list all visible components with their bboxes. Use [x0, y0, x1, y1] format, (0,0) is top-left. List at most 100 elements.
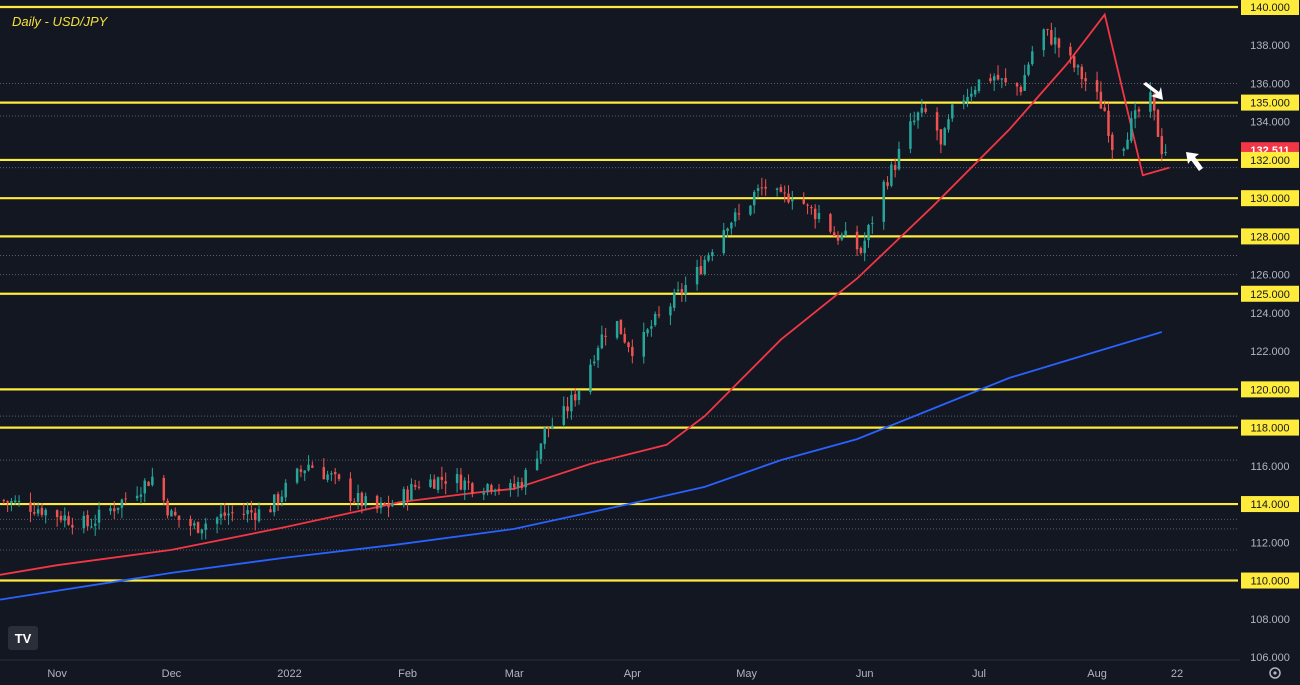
- candle-body[interactable]: [196, 522, 200, 533]
- candle-body[interactable]: [55, 510, 59, 518]
- candle-body[interactable]: [1164, 152, 1167, 154]
- candle-body[interactable]: [1080, 66, 1084, 80]
- candle-body[interactable]: [410, 483, 413, 500]
- candle-body[interactable]: [859, 248, 863, 253]
- candle-body[interactable]: [383, 502, 386, 505]
- candle-body[interactable]: [863, 240, 866, 254]
- candle-body[interactable]: [299, 469, 303, 472]
- candle-body[interactable]: [436, 477, 440, 490]
- candle-body[interactable]: [379, 502, 383, 509]
- candle-body[interactable]: [657, 314, 661, 316]
- candle-body[interactable]: [760, 187, 764, 189]
- candle-body[interactable]: [1111, 134, 1114, 151]
- candle-body[interactable]: [1050, 30, 1053, 45]
- candle-body[interactable]: [631, 346, 634, 357]
- candle-body[interactable]: [113, 508, 116, 512]
- candle-body[interactable]: [2, 500, 6, 502]
- candle-body[interactable]: [539, 443, 543, 460]
- candle-body[interactable]: [810, 207, 813, 209]
- candle-body[interactable]: [943, 128, 946, 146]
- candle-body[interactable]: [162, 477, 166, 501]
- candle-body[interactable]: [1000, 78, 1004, 80]
- candle-body[interactable]: [97, 509, 101, 523]
- candle-body[interactable]: [871, 223, 874, 225]
- candle-body[interactable]: [467, 481, 470, 483]
- settings-gear-icon[interactable]: [1269, 667, 1281, 679]
- candle-body[interactable]: [989, 78, 992, 82]
- candle-body[interactable]: [33, 512, 36, 514]
- candle-body[interactable]: [330, 473, 333, 475]
- candle-body[interactable]: [375, 495, 379, 509]
- moving-average-line[interactable]: [0, 331, 1163, 601]
- candle-body[interactable]: [177, 515, 181, 520]
- candle-body[interactable]: [726, 228, 729, 232]
- candle-body[interactable]: [962, 100, 965, 105]
- candle-body[interactable]: [672, 292, 676, 308]
- candle-body[interactable]: [219, 513, 223, 518]
- candle-body[interactable]: [749, 205, 752, 215]
- candle-body[interactable]: [650, 326, 653, 329]
- candle-body[interactable]: [653, 313, 657, 326]
- candle-body[interactable]: [307, 464, 310, 471]
- candle-body[interactable]: [669, 306, 672, 316]
- candle-body[interactable]: [1126, 139, 1129, 150]
- candle-body[interactable]: [189, 519, 192, 526]
- candle-body[interactable]: [855, 231, 859, 250]
- candle-body[interactable]: [1122, 148, 1125, 151]
- candle-body[interactable]: [1149, 92, 1152, 112]
- candle-body[interactable]: [966, 96, 969, 102]
- candle-body[interactable]: [886, 182, 889, 186]
- candle-body[interactable]: [295, 468, 299, 483]
- candle-body[interactable]: [280, 496, 284, 503]
- candle-body[interactable]: [840, 234, 844, 240]
- candle-body[interactable]: [973, 89, 977, 95]
- candle-body[interactable]: [356, 493, 360, 502]
- candle-body[interactable]: [813, 208, 817, 220]
- candle-body[interactable]: [707, 255, 710, 261]
- candle-body[interactable]: [722, 230, 725, 254]
- candle-body[interactable]: [250, 510, 253, 513]
- candle-body[interactable]: [227, 513, 230, 516]
- candle-body[interactable]: [303, 470, 306, 474]
- candle-body[interactable]: [223, 512, 226, 516]
- candle-body[interactable]: [204, 523, 207, 530]
- candle-body[interactable]: [1015, 83, 1019, 87]
- candle-body[interactable]: [547, 427, 550, 429]
- candle-body[interactable]: [791, 199, 794, 202]
- candle-body[interactable]: [924, 108, 927, 112]
- candle-body[interactable]: [413, 484, 417, 487]
- candle-body[interactable]: [82, 515, 86, 529]
- candle-body[interactable]: [486, 484, 489, 492]
- candle-body[interactable]: [711, 252, 714, 257]
- candle-body[interactable]: [699, 266, 703, 274]
- candle-body[interactable]: [173, 511, 177, 516]
- candle-body[interactable]: [676, 289, 680, 291]
- candle-body[interactable]: [1069, 46, 1072, 56]
- candle-body[interactable]: [1057, 38, 1061, 48]
- candle-body[interactable]: [897, 148, 901, 170]
- candle-body[interactable]: [600, 334, 604, 349]
- candle-body[interactable]: [890, 164, 893, 186]
- candle-body[interactable]: [764, 186, 767, 189]
- candle-body[interactable]: [387, 503, 390, 508]
- candle-body[interactable]: [1133, 110, 1137, 119]
- candle-body[interactable]: [737, 213, 741, 215]
- candle-body[interactable]: [1042, 29, 1045, 51]
- candle-body[interactable]: [429, 479, 432, 487]
- candle-body[interactable]: [970, 93, 973, 97]
- candle-body[interactable]: [1137, 109, 1141, 112]
- candle-body[interactable]: [143, 480, 146, 494]
- candle-body[interactable]: [593, 361, 596, 364]
- candle-body[interactable]: [775, 188, 779, 190]
- candle-body[interactable]: [916, 112, 920, 121]
- candle-body[interactable]: [93, 523, 97, 526]
- candle-body[interactable]: [257, 509, 261, 521]
- candle-body[interactable]: [844, 230, 847, 236]
- candle-body[interactable]: [36, 509, 40, 514]
- candle-body[interactable]: [1156, 109, 1160, 137]
- candle-body[interactable]: [493, 489, 497, 492]
- candle-body[interactable]: [509, 482, 512, 489]
- candle-body[interactable]: [1107, 110, 1110, 136]
- candle-body[interactable]: [147, 481, 150, 486]
- candle-body[interactable]: [200, 529, 204, 534]
